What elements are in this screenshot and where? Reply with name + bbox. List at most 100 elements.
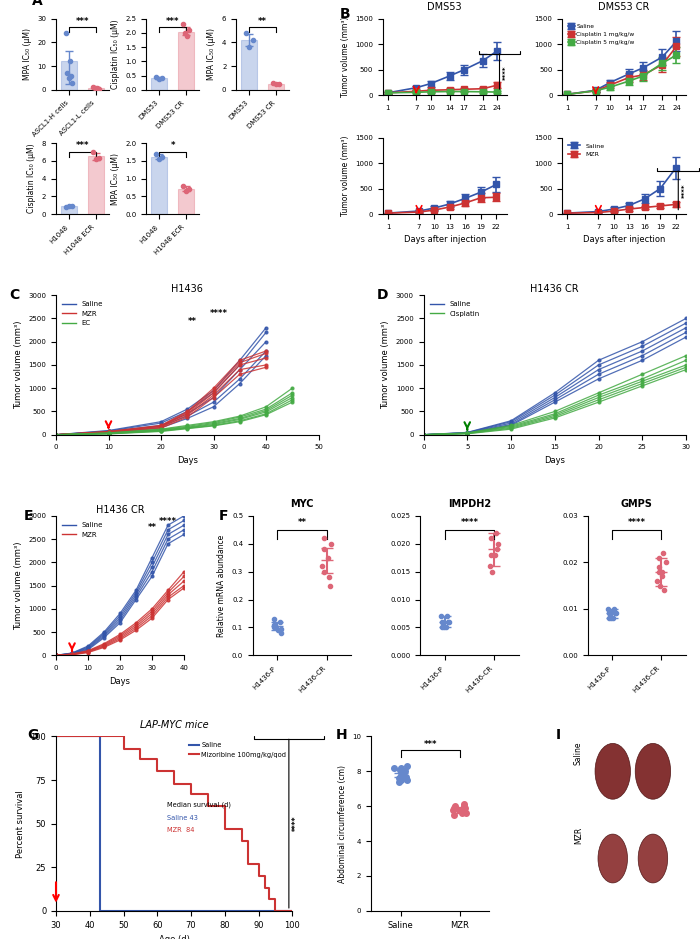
Mizoribine 100mg/kg/qod — [220, 824, 229, 835]
Mizoribine 100mg/kg/qod — [153, 765, 162, 777]
Text: ****: **** — [210, 309, 228, 318]
Legend: Saline, Cisplatin: Saline, Cisplatin — [427, 299, 482, 319]
Mizoribine 100mg/kg/qod — [204, 801, 212, 812]
Text: *: * — [170, 142, 175, 150]
Title: DMS53 CR: DMS53 CR — [598, 3, 650, 12]
X-axis label: Days after injection: Days after injection — [404, 236, 486, 244]
X-axis label: Days after injection: Days after injection — [583, 236, 665, 244]
Bar — [268, 84, 284, 90]
Legend: Saline, MZR, EC: Saline, MZR, EC — [60, 299, 106, 330]
Legend: Saline, Mizoribine 100mg/kg/qod: Saline, Mizoribine 100mg/kg/qod — [187, 740, 289, 761]
Text: ****: **** — [682, 183, 688, 198]
Bar — [62, 61, 77, 90]
Text: **: ** — [148, 523, 157, 531]
Mizoribine 100mg/kg/qod — [244, 858, 253, 870]
Text: ****: **** — [628, 518, 646, 528]
Bar — [151, 79, 167, 90]
Saline — [288, 905, 297, 916]
Text: D: D — [377, 288, 388, 302]
Text: ****: **** — [503, 65, 509, 80]
Text: F: F — [218, 509, 228, 523]
Saline — [96, 905, 104, 916]
Y-axis label: Tumor volume (mm³): Tumor volume (mm³) — [382, 321, 390, 409]
Y-axis label: Relative mRNA abundance: Relative mRNA abundance — [217, 534, 226, 637]
Mizoribine 100mg/kg/qod — [288, 905, 297, 916]
Y-axis label: Cisplatin IC₅₀ (μM): Cisplatin IC₅₀ (μM) — [27, 144, 36, 213]
Bar — [88, 157, 104, 214]
Text: Saline 43: Saline 43 — [167, 815, 198, 821]
Text: ***: *** — [166, 17, 179, 26]
Saline — [96, 731, 104, 742]
Bar — [88, 88, 104, 90]
Text: Median survival (d): Median survival (d) — [167, 801, 232, 808]
Y-axis label: Tumor volume (mm³): Tumor volume (mm³) — [14, 321, 22, 409]
Line: Saline: Saline — [56, 736, 293, 911]
Text: B: B — [340, 8, 350, 22]
Y-axis label: MPA IC₅₀ (μM): MPA IC₅₀ (μM) — [111, 153, 120, 205]
Legend: Saline, Cisplatin 1 mg/kg/w, Cisplatin 5 mg/kg/w: Saline, Cisplatin 1 mg/kg/w, Cisplatin 5… — [565, 22, 637, 48]
Bar — [62, 207, 77, 214]
Mizoribine 100mg/kg/qod — [170, 777, 178, 789]
Text: **: ** — [258, 17, 267, 26]
Y-axis label: MPA IC₅₀ (μM): MPA IC₅₀ (μM) — [22, 28, 32, 81]
Legend: Saline, MZR: Saline, MZR — [566, 141, 607, 160]
Text: ****: **** — [159, 517, 177, 526]
Legend: Saline, MZR: Saline, MZR — [60, 519, 106, 540]
X-axis label: Days: Days — [176, 456, 197, 465]
Text: **: ** — [188, 317, 197, 326]
Text: ****: **** — [293, 816, 301, 831]
Line: Mizoribine 100mg/kg/qod: Mizoribine 100mg/kg/qod — [56, 736, 293, 911]
Mizoribine 100mg/kg/qod — [136, 753, 145, 764]
Text: **: ** — [298, 518, 307, 528]
Text: I: I — [556, 728, 561, 742]
X-axis label: Age (d): Age (d) — [159, 935, 190, 939]
Mizoribine 100mg/kg/qod — [265, 893, 273, 904]
Bar — [178, 32, 194, 90]
Y-axis label: Tumor volume (mm³): Tumor volume (mm³) — [14, 541, 22, 630]
Y-axis label: Tumor volume (mm³): Tumor volume (mm³) — [341, 17, 350, 98]
Title: LAP-MYC mice: LAP-MYC mice — [140, 720, 209, 731]
Bar — [151, 158, 167, 214]
Mizoribine 100mg/kg/qod — [261, 883, 270, 894]
Ellipse shape — [635, 744, 671, 799]
X-axis label: Days: Days — [109, 677, 130, 685]
Text: G: G — [28, 728, 39, 742]
Title: IMPDH2: IMPDH2 — [448, 500, 491, 510]
Ellipse shape — [595, 744, 631, 799]
Y-axis label: Percent survival: Percent survival — [16, 790, 25, 857]
Bar — [241, 40, 258, 90]
Text: MZR: MZR — [574, 827, 583, 844]
Text: MZR  84: MZR 84 — [167, 827, 195, 833]
Title: H1436 CR: H1436 CR — [96, 505, 144, 515]
Title: DMS53: DMS53 — [428, 3, 462, 12]
Y-axis label: Cisplatin IC₅₀ (μM): Cisplatin IC₅₀ (μM) — [111, 20, 120, 89]
Ellipse shape — [638, 834, 668, 883]
Mizoribine 100mg/kg/qod — [96, 731, 104, 742]
Mizoribine 100mg/kg/qod — [52, 731, 60, 742]
Y-axis label: Tumor volume (mm³): Tumor volume (mm³) — [341, 135, 350, 216]
Saline — [52, 731, 60, 742]
Text: C: C — [8, 288, 19, 302]
Text: ****: **** — [461, 518, 478, 528]
Ellipse shape — [598, 834, 627, 883]
Mizoribine 100mg/kg/qod — [271, 905, 279, 916]
Mizoribine 100mg/kg/qod — [119, 743, 127, 754]
Y-axis label: Abdominal circumference (cm): Abdominal circumference (cm) — [337, 764, 346, 883]
Text: ***: *** — [76, 17, 89, 26]
Text: E: E — [24, 509, 34, 523]
Text: ***: *** — [76, 142, 89, 150]
Mizoribine 100mg/kg/qod — [85, 731, 94, 742]
Text: Saline: Saline — [574, 742, 583, 765]
Title: H1436 CR: H1436 CR — [531, 285, 579, 295]
Text: H: H — [335, 728, 347, 742]
Text: ***: *** — [424, 740, 437, 748]
X-axis label: Days: Days — [545, 456, 566, 465]
Y-axis label: MPA IC₅₀ (μM): MPA IC₅₀ (μM) — [207, 28, 216, 81]
Mizoribine 100mg/kg/qod — [187, 789, 195, 800]
Title: MYC: MYC — [290, 500, 314, 510]
Text: A: A — [32, 0, 43, 8]
Title: H1436: H1436 — [172, 285, 203, 295]
Mizoribine 100mg/kg/qod — [237, 836, 246, 847]
Title: GMPS: GMPS — [621, 500, 652, 510]
Mizoribine 100mg/kg/qod — [254, 870, 262, 882]
